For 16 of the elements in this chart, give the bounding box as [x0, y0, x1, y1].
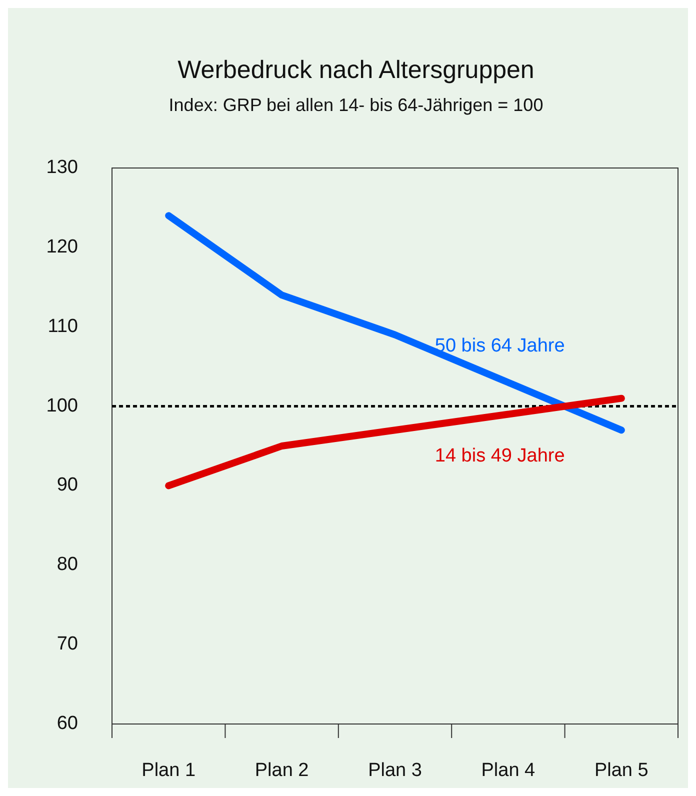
y-tick-label: 130	[46, 157, 78, 178]
y-tick-label: 60	[56, 713, 78, 734]
x-tick-label: Plan 2	[254, 760, 309, 781]
x-tick-label: Plan 5	[594, 760, 648, 781]
y-tick-label: 110	[48, 316, 78, 337]
series-label: 14 bis 49 Jahre	[434, 445, 565, 466]
y-tick-label: 100	[46, 395, 78, 416]
chart-subtitle: Index: GRP bei allen 14- bis 64-Jährigen = 100	[168, 95, 544, 115]
chart-title: Werbedruck nach Altersgruppen	[178, 56, 534, 84]
x-tick-label: Plan 1	[142, 760, 196, 781]
y-tick-label: 70	[56, 634, 78, 655]
y-tick-label: 80	[56, 554, 78, 576]
y-tick-label: 120	[46, 236, 78, 258]
x-tick-label: Plan 3	[368, 760, 422, 781]
x-tick-label: Plan 4	[481, 760, 536, 781]
y-tick-label: 90	[56, 474, 78, 496]
